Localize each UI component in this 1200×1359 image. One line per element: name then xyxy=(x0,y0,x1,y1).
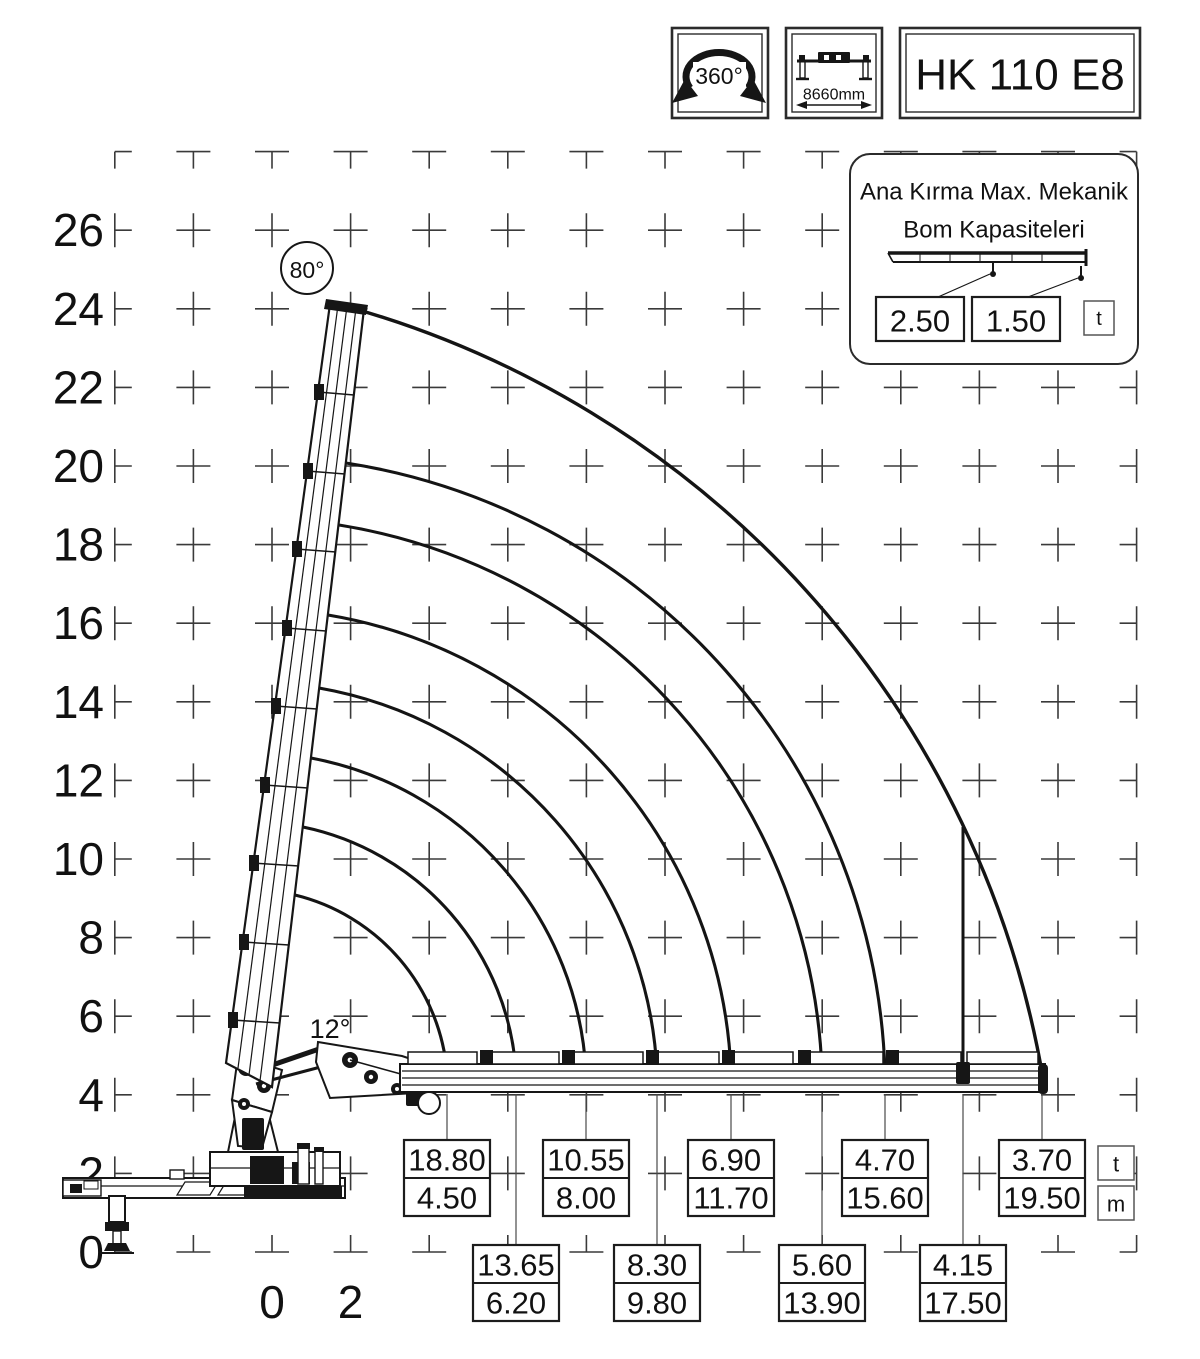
load-value: 8.30 xyxy=(627,1248,687,1283)
capacity-box: 6.90 11.70 xyxy=(686,1138,776,1218)
boom-min-angle-label: 12° xyxy=(310,1014,351,1044)
y-axis-label: 22 xyxy=(53,361,104,413)
load-value: 4.70 xyxy=(855,1143,915,1178)
capacity-box: 8.30 9.80 xyxy=(612,1243,702,1323)
load-value: 5.60 xyxy=(792,1248,852,1283)
capacity-box: 5.60 13.90 xyxy=(777,1243,867,1323)
y-axis-labels: 26 24 22 20 18 16 14 12 10 8 6 4 2 0 xyxy=(53,204,104,1278)
boom-tip-cap xyxy=(324,299,368,315)
slew-360-icon: 360° xyxy=(670,26,770,120)
radius-arc-13-90m xyxy=(338,523,824,1073)
radius-arc-9-80m xyxy=(318,686,659,1073)
crane-drawing xyxy=(62,299,1048,1254)
outreach-value: 4.50 xyxy=(417,1181,477,1216)
info-title-line1: Ana Kırma Max. Mekanik xyxy=(860,179,1129,206)
unit-tons-label: t xyxy=(1113,1152,1119,1177)
info-title-line2: Bom Kapasiteleri xyxy=(903,217,1084,244)
outrigger-jack xyxy=(100,1195,134,1254)
mechanical-capacity-info-box: Ana Kırma Max. Mekanik Bom Kapasiteleri … xyxy=(849,153,1139,365)
angle-labels: 80° 12° xyxy=(280,241,351,1044)
outreach-value: 15.60 xyxy=(846,1181,924,1216)
mechanical-capacity-2: 1.50 xyxy=(986,304,1046,339)
unit-boxes: t m xyxy=(1097,1145,1135,1221)
load-value: 6.90 xyxy=(701,1143,761,1178)
x-axis-labels: 0 2 xyxy=(259,1276,363,1328)
radius-arc-4-50m xyxy=(294,893,449,1073)
y-axis-label: 4 xyxy=(78,1069,104,1121)
load-value: 18.80 xyxy=(408,1143,486,1178)
jib-tip-cap xyxy=(1038,1064,1048,1094)
load-value: 10.55 xyxy=(547,1143,625,1178)
slew-label: 360° xyxy=(695,63,743,89)
outer-envelope-arc xyxy=(344,304,1045,1079)
x-axis-label: 2 xyxy=(338,1276,364,1328)
y-axis-label: 6 xyxy=(78,990,104,1042)
y-axis-label: 0 xyxy=(78,1226,104,1278)
capacity-box: 13.65 6.20 xyxy=(471,1243,561,1323)
outreach-value: 13.90 xyxy=(783,1286,861,1321)
model-title-box: HK 110 E8 xyxy=(898,26,1142,120)
capacity-box: 18.80 4.50 xyxy=(402,1138,492,1218)
unit-meters-label: m xyxy=(1107,1192,1125,1217)
load-value: 3.70 xyxy=(1012,1143,1072,1178)
radius-arc-11-70m xyxy=(327,613,733,1073)
capacity-box: 4.15 17.50 xyxy=(918,1243,1008,1323)
mechanical-capacity-1: 2.50 xyxy=(890,304,950,339)
y-axis-label: 8 xyxy=(78,912,104,964)
capacity-box: 3.70 19.50 xyxy=(997,1138,1087,1218)
y-axis-label: 14 xyxy=(53,676,104,728)
outreach-value: 11.70 xyxy=(693,1181,768,1216)
load-value: 13.65 xyxy=(477,1248,555,1283)
jib-boom-horizontal xyxy=(399,1050,1048,1094)
capacity-boxes-row1: 18.80 4.50 10.55 8.00 6.90 11.70 4.70 15… xyxy=(402,1138,1135,1221)
hook-pulley xyxy=(417,1091,441,1115)
y-axis-label: 18 xyxy=(53,519,104,571)
radius-arc-8-00m xyxy=(310,756,588,1073)
y-axis-label: 20 xyxy=(53,440,104,492)
main-boom-raised xyxy=(224,299,368,1089)
outreach-value: 19.50 xyxy=(1003,1181,1081,1216)
y-axis-label: 16 xyxy=(53,597,104,649)
model-title: HK 110 E8 xyxy=(915,51,1125,100)
outrigger-span-label: 8660mm xyxy=(803,87,865,104)
outreach-value: 9.80 xyxy=(627,1286,687,1321)
outreach-value: 6.20 xyxy=(486,1286,546,1321)
outreach-value: 17.50 xyxy=(924,1286,1002,1321)
working-range-arcs xyxy=(294,304,1045,1079)
radius-arc-15-60m xyxy=(345,461,887,1073)
outreach-value: 8.00 xyxy=(556,1181,616,1216)
capacity-box: 4.70 15.60 xyxy=(840,1138,930,1218)
outrigger-span-icon: 8660mm xyxy=(784,26,884,120)
boom-max-angle-badge xyxy=(280,241,334,295)
mechanical-boom-graphic xyxy=(887,249,1088,298)
leader-lines xyxy=(446,1094,1043,1245)
capacity-boxes-row2: 13.65 6.20 8.30 9.80 5.60 13.90 4.15 17.… xyxy=(471,1243,1008,1323)
y-axis-label: 26 xyxy=(53,204,104,256)
boom-max-angle-label: 80° xyxy=(290,257,325,283)
load-value: 4.15 xyxy=(933,1248,993,1283)
boom-section-collars xyxy=(228,384,355,1028)
radius-arc-6-20m xyxy=(302,825,518,1073)
y-axis-label: 10 xyxy=(53,833,104,885)
y-axis-label: 24 xyxy=(53,283,104,335)
x-axis-label: 0 xyxy=(259,1276,285,1328)
header-icons: 360° 8660mm HK 110 E8 xyxy=(670,26,1142,120)
info-unit-label: t xyxy=(1096,308,1102,330)
crane-base xyxy=(209,1111,342,1197)
capacity-box: 10.55 8.00 xyxy=(541,1138,631,1218)
y-axis-label: 12 xyxy=(53,754,104,806)
